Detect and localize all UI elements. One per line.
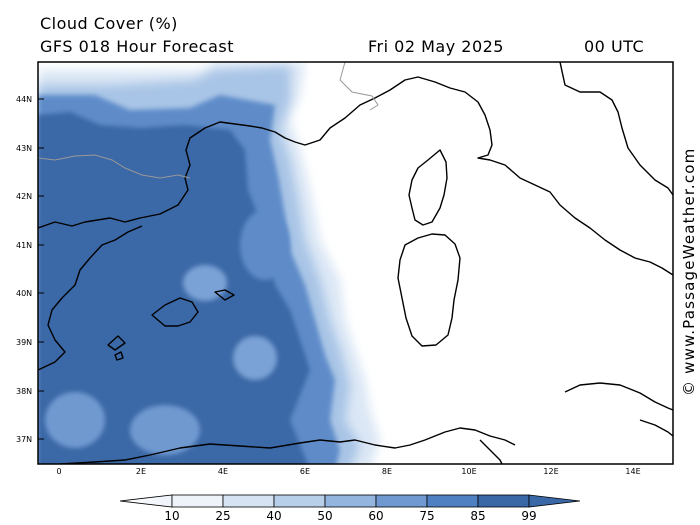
cloud-patch [45, 392, 105, 448]
forecast-time: 00 UTC [584, 37, 645, 56]
cloud-band-dense [38, 112, 310, 464]
lat-label: 40N [16, 289, 33, 298]
border-spain-france [37, 154, 191, 179]
forecast-date: Fri 02 May 2025 [368, 37, 504, 56]
island-ibiza [107, 335, 126, 351]
legend-swatch [273, 494, 326, 508]
legend-swatch [528, 494, 581, 508]
legend-swatch [324, 494, 377, 508]
lat-ticks [38, 98, 44, 440]
legend-label: 40 [266, 509, 282, 523]
legend-label: 50 [317, 509, 333, 523]
legend-swatch [222, 494, 275, 508]
island-mallorca [151, 297, 199, 327]
lon-label: 8E [381, 467, 393, 476]
lat-label: 42N [16, 192, 33, 201]
lon-label: 4E [217, 467, 229, 476]
island-menorca [214, 289, 235, 301]
lat-label: 43N [16, 144, 33, 153]
coast-italy [559, 62, 673, 196]
lat-label: 41N [16, 241, 33, 250]
coast-iberia-south [38, 225, 143, 371]
coast-iberia [38, 76, 673, 276]
map-frame [37, 61, 674, 465]
legend-label: 60 [368, 509, 384, 523]
lon-label: 6E [299, 467, 311, 476]
legend-label: 99 [521, 509, 537, 523]
lat-label: 39N [16, 338, 33, 347]
island-corsica [408, 149, 448, 226]
legend-label: 85 [470, 509, 486, 523]
cloud-patch [233, 336, 277, 380]
lat-label: 38N [16, 387, 33, 396]
legend-label: 10 [164, 509, 180, 523]
island-formentera [114, 351, 124, 361]
coastlines [38, 62, 673, 464]
legend-swatch [426, 494, 479, 508]
coast-sicily [564, 382, 673, 411]
coast-north-africa [57, 427, 516, 464]
lat-label: 44N [16, 95, 33, 104]
lat-label: 37N [16, 435, 33, 444]
legend-swatch [477, 494, 530, 508]
lon-label: 0 [56, 467, 62, 476]
borders [37, 61, 379, 179]
lon-label: 2E [135, 467, 147, 476]
border-france-italy [339, 61, 379, 111]
coast-italy-tip [639, 419, 673, 437]
lon-label: 14E [625, 467, 641, 476]
legend-swatch [375, 494, 428, 508]
legend-swatch [171, 494, 224, 508]
cloud-patch [130, 405, 200, 455]
legend-label: 25 [215, 509, 231, 523]
cloud-field [38, 62, 380, 464]
lon-label: 12E [543, 467, 559, 476]
cloud-patch [240, 210, 290, 280]
coast-tunisia [479, 439, 503, 464]
legend-label: 75 [419, 509, 435, 523]
legend-swatch [119, 494, 173, 508]
island-sardinia [397, 233, 461, 347]
site-credit: © www.PassageWeather.com [680, 147, 698, 396]
map-title: Cloud Cover (%) [40, 14, 178, 33]
legend-colorbar [119, 494, 581, 508]
forecast-subtitle: GFS 018 Hour Forecast [40, 37, 235, 56]
lon-label: 10E [461, 467, 477, 476]
islands [107, 149, 461, 361]
